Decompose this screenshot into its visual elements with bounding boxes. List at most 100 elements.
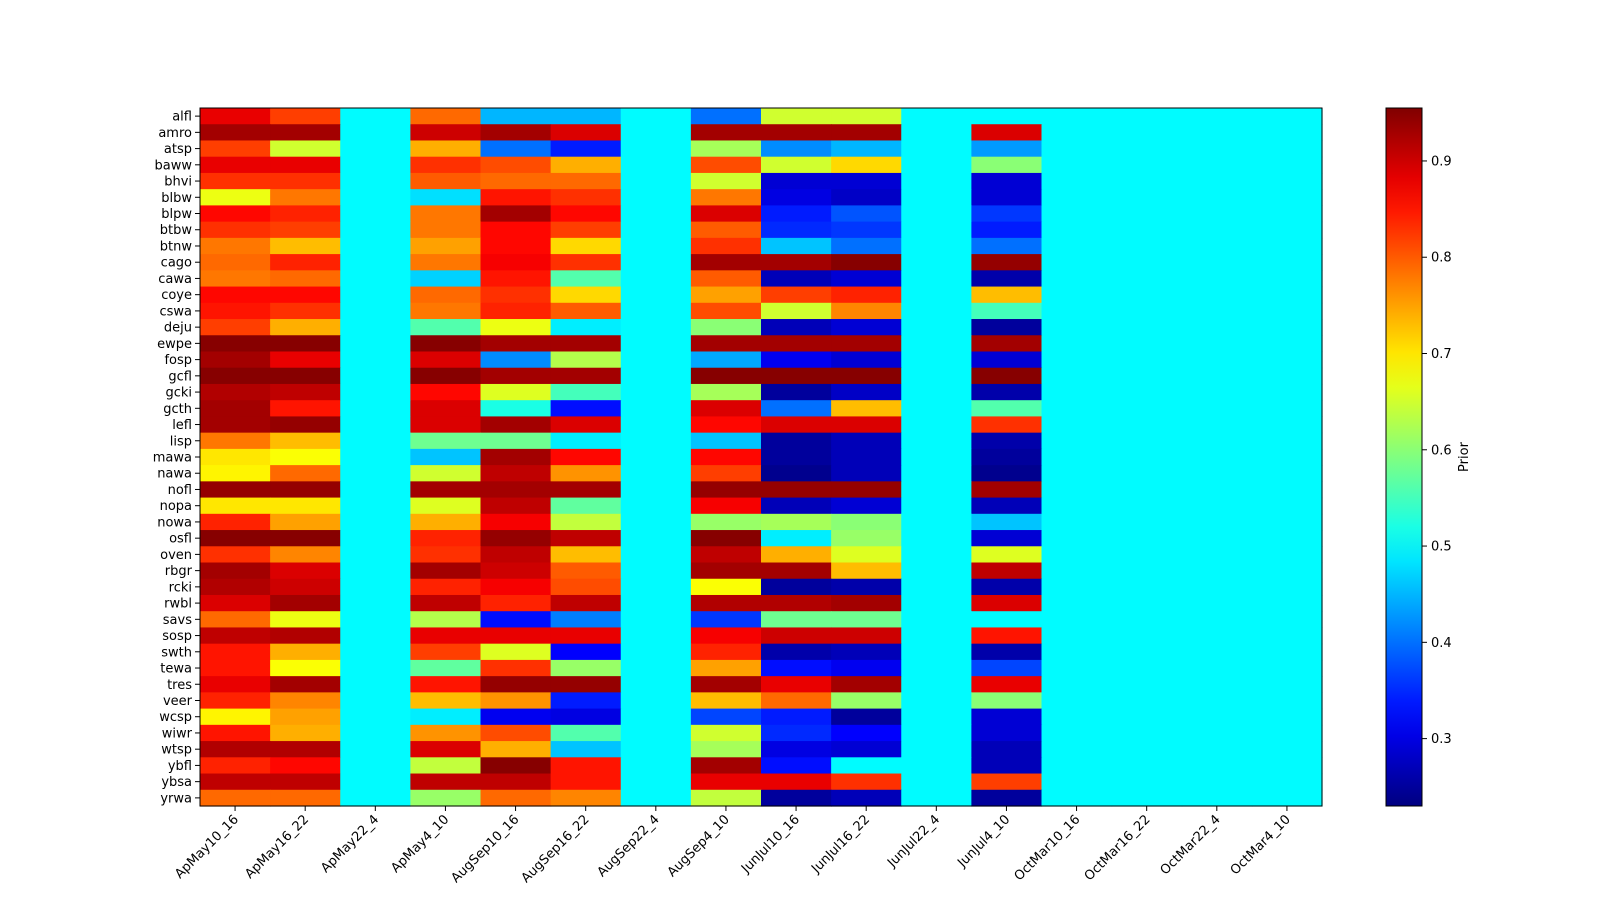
heatmap-cell <box>550 108 622 125</box>
heatmap-cell <box>831 627 902 645</box>
heatmap-cell <box>1111 546 1183 564</box>
x-tick-label: JunJul22_4 <box>884 812 943 871</box>
heatmap-cell <box>620 416 692 434</box>
y-tick-label: wiwr <box>162 726 193 741</box>
heatmap-cell <box>1041 140 1113 158</box>
heatmap-cell <box>1251 205 1323 223</box>
heatmap-cell <box>901 497 972 515</box>
y-tick-label: sosp <box>162 629 192 644</box>
heatmap-cell <box>1251 237 1323 255</box>
heatmap-cell <box>761 594 832 612</box>
heatmap-cell <box>761 140 832 158</box>
heatmap-cell <box>1181 367 1253 385</box>
heatmap-cell <box>620 708 692 726</box>
heatmap-cell <box>270 172 341 190</box>
heatmap-cell <box>620 497 692 515</box>
heatmap-cell <box>200 773 271 791</box>
heatmap-cell <box>1181 156 1253 174</box>
heatmap-cell <box>480 481 552 499</box>
heatmap-cell <box>410 773 482 791</box>
heatmap-cell <box>971 302 1043 320</box>
heatmap-cell <box>550 676 622 693</box>
heatmap-cell <box>480 789 552 807</box>
heatmap-cell <box>831 254 902 271</box>
heatmap-cell <box>901 562 972 580</box>
y-tick-label: blpw <box>161 207 192 222</box>
heatmap-cell <box>1041 302 1113 320</box>
heatmap-cell <box>1251 676 1323 693</box>
heatmap-cell <box>971 708 1043 726</box>
heatmap-cell <box>480 416 552 434</box>
heatmap-cell <box>550 773 622 791</box>
heatmap-cell <box>901 465 972 482</box>
heatmap-cell <box>1041 627 1113 645</box>
heatmap-cell <box>340 140 411 158</box>
heatmap-cell <box>901 724 972 742</box>
heatmap-cell <box>831 481 902 499</box>
heatmap-cell <box>410 708 482 726</box>
heatmap-cell <box>410 513 482 531</box>
heatmap-cell <box>971 773 1043 791</box>
heatmap-cell <box>901 676 972 693</box>
heatmap-cell <box>550 400 622 418</box>
heatmap-cell <box>1111 611 1183 629</box>
heatmap-cell <box>620 432 692 450</box>
heatmap-cell <box>1041 172 1113 190</box>
heatmap-cell <box>1041 400 1113 418</box>
heatmap-cell <box>200 286 271 304</box>
heatmap-cell <box>620 205 692 223</box>
y-tick-label: cawa <box>158 272 192 287</box>
heatmap-cell <box>550 319 622 336</box>
heatmap-cell <box>1041 773 1113 791</box>
heatmap-cell <box>690 757 762 775</box>
heatmap-cell <box>200 432 271 450</box>
heatmap-cell <box>971 530 1043 547</box>
heatmap-cell <box>1041 676 1113 693</box>
heatmap-cell <box>340 432 411 450</box>
y-tick-label: nopa <box>160 499 192 514</box>
heatmap-cell <box>1251 383 1323 401</box>
heatmap-cell <box>901 400 972 418</box>
heatmap-cell <box>1041 611 1113 629</box>
heatmap-cell <box>1181 676 1253 693</box>
heatmap-cell <box>1041 578 1113 596</box>
heatmap-cell <box>1251 172 1323 190</box>
heatmap-cell <box>901 594 972 612</box>
heatmap-cell <box>1181 481 1253 499</box>
heatmap-cell <box>270 611 341 629</box>
heatmap-cell <box>550 432 622 450</box>
heatmap-cell <box>550 416 622 434</box>
heatmap-cell <box>480 124 552 142</box>
heatmap-cell <box>200 335 271 353</box>
heatmap-cell <box>1181 757 1253 775</box>
heatmap-cell <box>1111 448 1183 466</box>
heatmap-cell <box>270 643 341 661</box>
heatmap-cell <box>1111 124 1183 142</box>
colorbar-tick-label: 0.6 <box>1431 443 1452 458</box>
heatmap-cell <box>971 383 1043 401</box>
heatmap-cell <box>971 319 1043 336</box>
heatmap-cell <box>410 611 482 629</box>
heatmap-cell <box>901 513 972 531</box>
x-tick-label: OctMar10_16 <box>1012 812 1084 884</box>
heatmap-cell <box>901 481 972 499</box>
heatmap-cell <box>550 611 622 629</box>
y-tick-label: cago <box>161 256 192 271</box>
heatmap-cell <box>901 789 972 807</box>
heatmap-cell <box>1041 692 1113 710</box>
heatmap-cell <box>901 741 972 758</box>
heatmap-cell <box>200 643 271 661</box>
y-tick-label: alfl <box>172 110 192 125</box>
heatmap-cell <box>340 643 411 661</box>
heatmap-cell <box>620 692 692 710</box>
heatmap-cell <box>410 627 482 645</box>
heatmap-cell <box>410 221 482 239</box>
heatmap-cell <box>270 627 341 645</box>
heatmap-cell <box>200 351 271 369</box>
heatmap-cell <box>620 578 692 596</box>
heatmap-cell <box>1181 383 1253 401</box>
heatmap-cell <box>1251 627 1323 645</box>
heatmap-cell <box>1111 789 1183 807</box>
heatmap-cell <box>1181 562 1253 580</box>
